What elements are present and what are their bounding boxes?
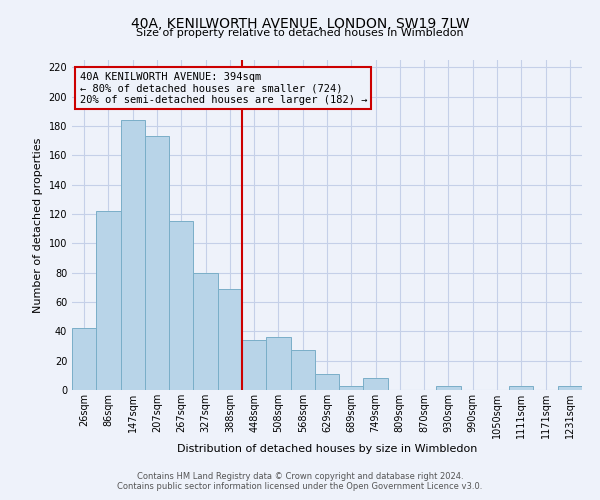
Text: Contains HM Land Registry data © Crown copyright and database right 2024.: Contains HM Land Registry data © Crown c…	[137, 472, 463, 481]
Bar	[558, 386, 582, 390]
Bar	[266, 337, 290, 390]
Bar	[169, 222, 193, 390]
Text: 40A, KENILWORTH AVENUE, LONDON, SW19 7LW: 40A, KENILWORTH AVENUE, LONDON, SW19 7LW	[131, 18, 469, 32]
Bar	[121, 120, 145, 390]
Bar	[509, 386, 533, 390]
X-axis label: Distribution of detached houses by size in Wimbledon: Distribution of detached houses by size …	[177, 444, 477, 454]
Bar	[218, 289, 242, 390]
Bar	[436, 386, 461, 390]
Bar	[290, 350, 315, 390]
Text: Size of property relative to detached houses in Wimbledon: Size of property relative to detached ho…	[136, 28, 464, 38]
Bar	[145, 136, 169, 390]
Y-axis label: Number of detached properties: Number of detached properties	[33, 138, 43, 312]
Text: Contains public sector information licensed under the Open Government Licence v3: Contains public sector information licen…	[118, 482, 482, 491]
Text: 40A KENILWORTH AVENUE: 394sqm
← 80% of detached houses are smaller (724)
20% of : 40A KENILWORTH AVENUE: 394sqm ← 80% of d…	[80, 72, 367, 105]
Bar	[96, 211, 121, 390]
Bar	[193, 272, 218, 390]
Bar	[339, 386, 364, 390]
Bar	[315, 374, 339, 390]
Bar	[242, 340, 266, 390]
Bar	[364, 378, 388, 390]
Bar	[72, 328, 96, 390]
